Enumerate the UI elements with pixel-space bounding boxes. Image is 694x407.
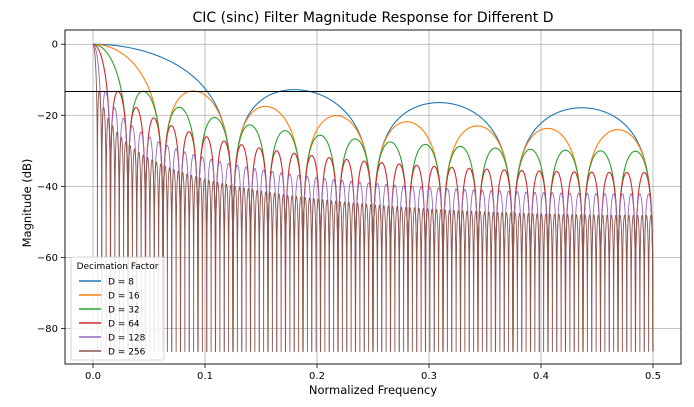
legend-entry: D = 64 [108, 320, 140, 330]
y-tick-label: −80 [37, 324, 58, 335]
y-tick-label: 0 [52, 40, 58, 51]
x-tick-label: 0.1 [197, 371, 213, 382]
plot-frame [64, 29, 682, 365]
y-tick-label: −60 [37, 253, 58, 264]
legend-box [70, 256, 165, 361]
x-tick-label: 0.2 [309, 371, 325, 382]
x-tick-label: 0.5 [645, 371, 661, 382]
y-tick-label: −20 [37, 111, 58, 122]
x-tick-label: 0.0 [85, 371, 101, 382]
axis-ticks: 0.0 0.1 0.2 0.3 0.4 0.5 0 −20 −40 −60 −80 [37, 40, 661, 382]
legend-entry: D = 32 [108, 306, 140, 316]
series-lines [92, 43, 654, 353]
legend: Decimation Factor D = 8 D = 16 D = 32 D = 64… [70, 256, 165, 361]
legend-entry: D = 8 [108, 278, 134, 288]
legend-title: Decimation Factor [77, 262, 159, 272]
series-line-d256 [92, 43, 654, 353]
chart-title: CIC (sinc) Filter Magnitude Response for… [193, 10, 554, 26]
x-tick-label: 0.4 [533, 371, 549, 382]
y-axis-label: Magnitude (dB) [20, 159, 34, 248]
y-tick-label: −40 [37, 182, 58, 193]
legend-entry: D = 16 [108, 292, 140, 302]
x-tick-label: 0.3 [421, 371, 437, 382]
legend-entry: D = 128 [108, 334, 146, 344]
legend-entry: D = 256 [108, 348, 146, 358]
x-axis-label: Normalized Frequency [309, 383, 437, 397]
